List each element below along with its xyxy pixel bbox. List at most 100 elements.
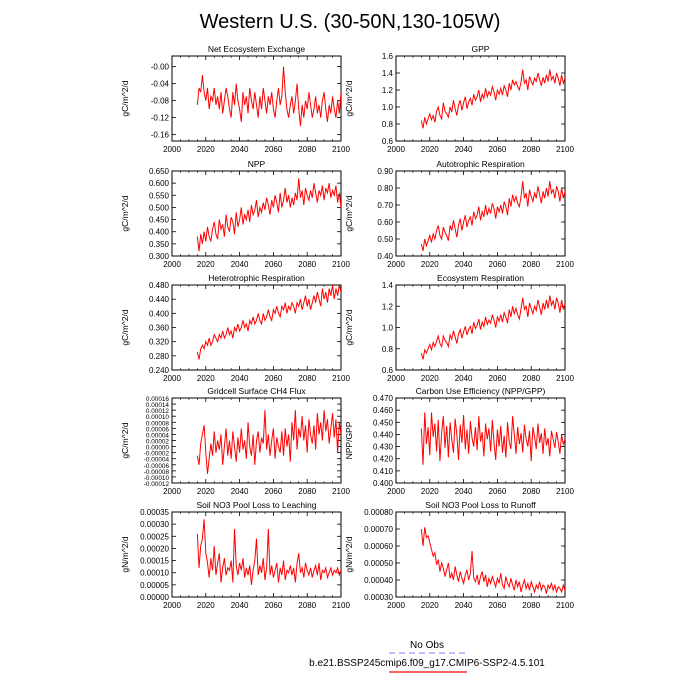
y-tick-label: -0.00006 <box>144 463 170 470</box>
y-tick-label: 0.400 <box>149 309 170 318</box>
y-tick-label: 0.450 <box>373 418 394 427</box>
x-tick-label: 2020 <box>421 374 439 383</box>
x-tick-label: 2000 <box>387 487 405 496</box>
y-tick-label: 0.00014 <box>146 402 170 409</box>
y-tick-label: 0.6 <box>382 366 394 375</box>
y-tick-label: 0.460 <box>373 406 394 415</box>
x-tick-label: 2040 <box>455 260 473 269</box>
y-tick-label: -0.00002 <box>144 451 170 458</box>
y-tick-label: 0.00030 <box>140 520 169 529</box>
y-axis-label: gC/m^2/d <box>344 80 354 116</box>
x-tick-label: 2020 <box>421 145 439 154</box>
y-tick-label: 0.410 <box>373 467 394 476</box>
x-tick-label: 2100 <box>332 601 350 610</box>
y-axis-label: gC/m^2/d <box>120 309 130 345</box>
chart-panel-8: Carbon Use Efficiency (NPP/GPP) 2000 2020 2… <box>344 386 574 496</box>
y-tick-label: 0.70 <box>377 201 393 210</box>
x-tick-label: 2060 <box>489 260 507 269</box>
y-tick-label: 0.00080 <box>364 508 393 517</box>
y-tick-label: 1.0 <box>382 103 394 112</box>
plot-frame <box>171 284 342 371</box>
panel-title: Ecosystem Respiration <box>437 273 524 283</box>
y-tick-label: 0.320 <box>149 338 170 347</box>
panel-title: Carbon Use Efficiency (NPP/GPP) <box>416 386 546 396</box>
legend: No Obs b.e21.BSSP245cmip6.f09_g17.CMIP6-… <box>309 640 545 673</box>
x-tick-label: 2060 <box>265 260 283 269</box>
x-tick-label: 2080 <box>298 145 316 154</box>
legend-obs-label: No Obs <box>410 640 444 651</box>
y-tick-label: 0.8 <box>382 345 394 354</box>
panel-title: GPP <box>472 44 490 54</box>
y-tick-label: 1.2 <box>382 302 394 311</box>
y-axis-label: gN/m^2/d <box>120 536 130 572</box>
series-line <box>196 410 341 474</box>
y-tick-label: 0.00000 <box>140 593 169 602</box>
x-tick-label: 2020 <box>197 487 215 496</box>
y-tick-label: 0.00005 <box>140 581 169 590</box>
y-tick-label: 0.470 <box>373 394 394 403</box>
chart-panel-7: Gridcell Surface CH4 Flux 2000 2020 2040 206… <box>120 386 350 496</box>
y-tick-label: 0.240 <box>149 366 170 375</box>
x-tick-label: 2060 <box>489 601 507 610</box>
x-tick-label: 2040 <box>231 260 249 269</box>
x-tick-label: 2000 <box>387 601 405 610</box>
y-tick-label: 0.00025 <box>140 532 169 541</box>
x-tick-label: 2040 <box>231 601 249 610</box>
x-tick-label: 2100 <box>556 145 574 154</box>
x-tick-label: 2060 <box>265 487 283 496</box>
y-tick-label: 0.600 <box>149 179 170 188</box>
x-tick-label: 2080 <box>522 260 540 269</box>
chart-panel-6: Ecosystem Respiration 2000 2020 2040 2060 208… <box>344 273 574 383</box>
series-line <box>420 295 565 360</box>
x-tick-label: 2080 <box>298 260 316 269</box>
y-axis-label: gC/m^2/d <box>120 80 130 116</box>
y-tick-label: 0.650 <box>149 167 170 176</box>
x-tick-label: 2000 <box>163 601 181 610</box>
panel-title: Heterotrophic Respiration <box>208 273 305 283</box>
x-tick-label: 2000 <box>163 487 181 496</box>
x-tick-label: 2100 <box>556 260 574 269</box>
y-tick-label: -0.00010 <box>144 475 170 482</box>
y-tick-label: 0.00035 <box>140 508 169 517</box>
chart-panel-10: Soil NO3 Pool Loss to Runoff 2000 2020 2040… <box>344 500 574 610</box>
series-line <box>420 69 565 129</box>
y-tick-label: 0.300 <box>149 252 170 261</box>
chart-panel-2: GPP 2000 2020 2040 2060 2080 2100 0.6 0.8 1.0 1.2 1… <box>344 44 574 154</box>
y-tick-label: 0.00016 <box>146 396 170 403</box>
x-tick-label: 2080 <box>522 601 540 610</box>
plot-frame <box>395 170 566 257</box>
series-line <box>196 519 341 585</box>
x-tick-label: 2040 <box>231 145 249 154</box>
y-tick-label: 0.400 <box>373 479 394 488</box>
x-tick-label: 2080 <box>298 601 316 610</box>
y-tick-label: -0.08 <box>151 97 170 106</box>
y-axis-label: gC/m^2/d <box>120 195 130 231</box>
y-axis-label: gC/m^2/d <box>120 422 130 458</box>
x-tick-label: 2040 <box>455 374 473 383</box>
y-tick-label: 0.440 <box>373 430 394 439</box>
x-tick-label: 2020 <box>197 374 215 383</box>
y-tick-label: 0.00006 <box>146 426 170 433</box>
y-tick-label: 0.40 <box>377 252 393 261</box>
y-tick-label: 0.00002 <box>146 439 170 446</box>
y-tick-label: 1.6 <box>382 52 394 61</box>
x-tick-label: 2080 <box>298 374 316 383</box>
y-tick-label: -0.00008 <box>144 469 170 476</box>
y-tick-label: -0.12 <box>151 114 170 123</box>
x-tick-label: 2020 <box>197 260 215 269</box>
legend-model-label: b.e21.BSSP245cmip6.f09_g17.CMIP6-SSP2-4.… <box>309 658 545 669</box>
x-tick-label: 2040 <box>455 487 473 496</box>
y-tick-label: 0.00000 <box>146 445 170 452</box>
chart-panel-3: NPP 2000 2020 2040 2060 2080 2100 0.300 0.350 0.4… <box>120 159 350 269</box>
y-axis-label: gN/m^2/d <box>344 536 354 572</box>
y-tick-label: 0.00008 <box>146 420 170 427</box>
series-line <box>196 66 341 127</box>
y-tick-label: 0.00015 <box>140 557 169 566</box>
y-tick-label: 0.00020 <box>140 544 169 553</box>
y-tick-label: 0.550 <box>149 191 170 200</box>
x-tick-label: 2100 <box>332 145 350 154</box>
x-tick-label: 2060 <box>265 145 283 154</box>
x-tick-label: 2000 <box>163 145 181 154</box>
panel-title: Gridcell Surface CH4 Flux <box>207 386 306 396</box>
